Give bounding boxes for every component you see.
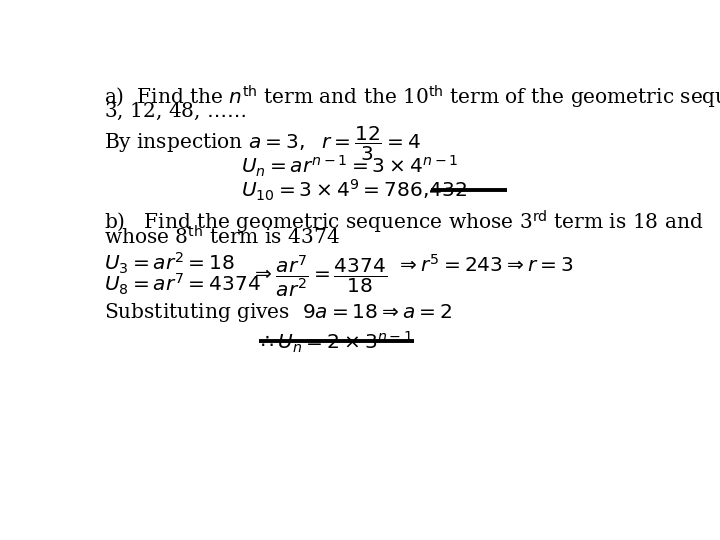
Text: $\Rightarrow \dfrac{ar^7}{ar^2} = \dfrac{4374}{18}$: $\Rightarrow \dfrac{ar^7}{ar^2} = \dfrac… [251,253,387,299]
Text: $U_8 = ar^7 = 4374$: $U_8 = ar^7 = 4374$ [104,272,261,297]
Text: By inspection $a = 3,$  $r = \dfrac{12}{3} = 4$: By inspection $a = 3,$ $r = \dfrac{12}{3… [104,125,420,163]
Text: b)   Find the geometric sequence whose 3$^{\mathrm{rd}}$ term is 18 and: b) Find the geometric sequence whose 3$^… [104,209,703,236]
Text: $\Rightarrow r^5 = 243 \Rightarrow r = 3$: $\Rightarrow r^5 = 243 \Rightarrow r = 3… [396,253,573,275]
Text: a)  Find the $n^{\mathrm{th}}$ term and the 10$^{\mathrm{th}}$ term of the geome: a) Find the $n^{\mathrm{th}}$ term and t… [104,84,720,111]
Text: whose 8$^{\mathrm{th}}$ term is 4374: whose 8$^{\mathrm{th}}$ term is 4374 [104,226,340,249]
Text: $U_n = ar^{n-1} = 3 \times 4^{n-1}$: $U_n = ar^{n-1} = 3 \times 4^{n-1}$ [241,153,459,179]
Text: $U_{10} = 3 \times 4^9 = 786{,}432$: $U_{10} = 3 \times 4^9 = 786{,}432$ [241,178,467,203]
Text: $U_3 = ar^2 = 18$: $U_3 = ar^2 = 18$ [104,251,235,276]
Text: 3, 12, 48, $\ldots\ldots$: 3, 12, 48, $\ldots\ldots$ [104,101,246,122]
Text: $\therefore U_n = 2 \times 3^{n-1}$: $\therefore U_n = 2 \times 3^{n-1}$ [256,330,413,355]
Text: Substituting gives  $9a = 18 \Rightarrow a = 2$: Substituting gives $9a = 18 \Rightarrow … [104,301,452,324]
